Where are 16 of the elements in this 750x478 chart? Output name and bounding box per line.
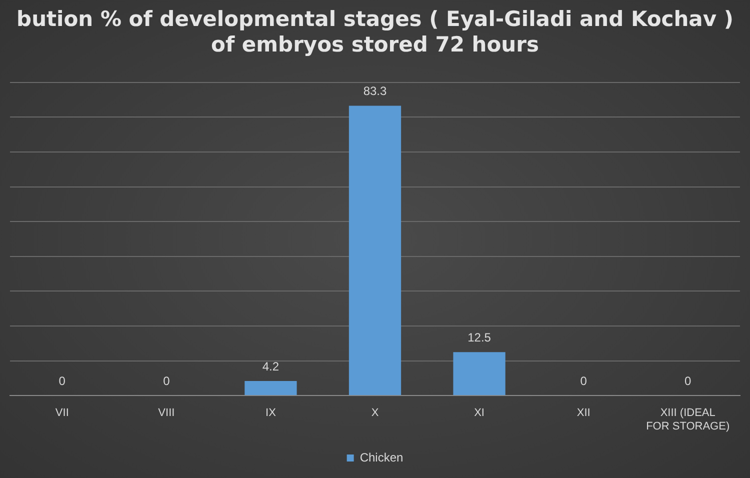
chart-title: bution % of developmental stages ( Eyal-Giladi and Kochav ) of embryos stored 72 hours bbox=[16, 7, 734, 56]
legend-label: Chicken bbox=[360, 450, 404, 464]
data-label: 0 bbox=[580, 374, 588, 388]
x-tick-label: XI bbox=[474, 407, 484, 420]
x-tick-label: IX bbox=[266, 407, 277, 420]
x-tick-label: VII bbox=[55, 407, 69, 420]
x-tick-label: VIII bbox=[158, 407, 175, 420]
x-tick-label: XIII (IDEAL FOR STORAGE) bbox=[646, 407, 730, 432]
data-label: 0 bbox=[163, 374, 170, 388]
data-label: 12.5 bbox=[468, 330, 492, 344]
data-label: 83.3 bbox=[363, 84, 387, 98]
data-label: 0 bbox=[684, 374, 692, 388]
x-tick-label: X bbox=[371, 407, 380, 420]
x-tick-label: XII bbox=[576, 407, 590, 420]
data-label: 0 bbox=[58, 374, 66, 388]
data-label: 4.2 bbox=[262, 359, 280, 374]
